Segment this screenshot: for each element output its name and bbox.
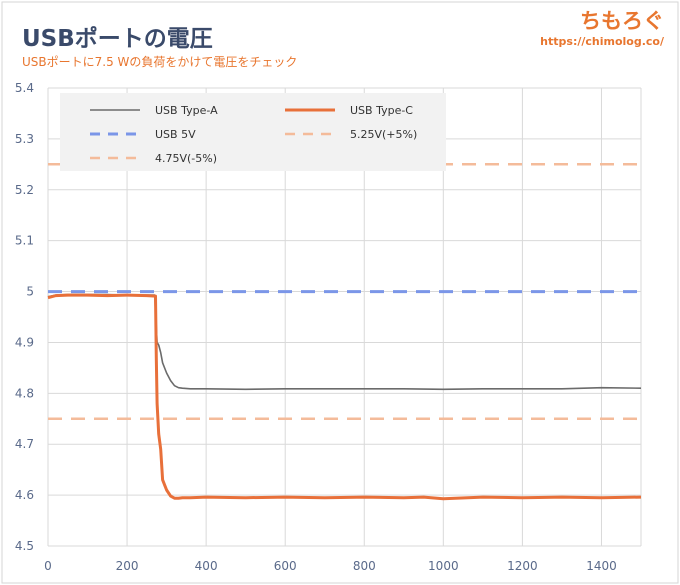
x-tick-label: 400	[195, 559, 218, 573]
y-tick-label: 4.6	[15, 488, 34, 502]
x-tick-label: 200	[116, 559, 139, 573]
legend-label: 5.25V(+5%)	[350, 128, 417, 141]
y-tick-label: 4.5	[15, 539, 34, 553]
legend-background	[60, 93, 446, 171]
y-tick-label: 4.7	[15, 437, 34, 451]
chart-title: USBポートの電圧	[22, 25, 213, 52]
y-tick-label: 4.9	[15, 335, 34, 349]
y-tick-label: 5.3	[15, 132, 34, 146]
legend-label: USB 5V	[155, 128, 196, 141]
logo: ちもろぐ	[580, 9, 664, 33]
legend-label: USB Type-A	[155, 104, 218, 117]
logo-url: https://chimolog.co/	[540, 35, 665, 48]
x-tick-label: 600	[274, 559, 297, 573]
x-tick-label: 1200	[507, 559, 538, 573]
x-tick-label: 0	[44, 559, 52, 573]
legend-label: USB Type-C	[350, 104, 413, 117]
y-tick-label: 5.2	[15, 183, 34, 197]
y-axis-ticks: 4.5 4.6 4.7 4.8 4.9 5 5.1 5.2 5.3 5.4	[15, 81, 34, 553]
legend-label: 4.75V(-5%)	[155, 152, 217, 165]
x-axis-ticks: 0 200 400 600 800 1000 1200 1400	[44, 559, 617, 573]
series-line-usb-type-c	[47, 293, 642, 501]
x-tick-label: 1400	[586, 559, 617, 573]
legend: USB Type-A USB Type-C USB 5V 5.25V(+5%) 4.75…	[60, 93, 446, 171]
x-tick-label: 1000	[428, 559, 459, 573]
y-tick-label: 5.4	[15, 81, 34, 95]
x-tick-label: 800	[353, 559, 376, 573]
y-tick-label: 5	[26, 285, 34, 299]
y-tick-label: 4.8	[15, 386, 34, 400]
chart-subtitle: USBポートに7.5 Wの負荷をかけて電圧をチェック	[22, 55, 297, 69]
series-lines	[47, 293, 642, 501]
y-tick-label: 5.1	[15, 234, 34, 248]
